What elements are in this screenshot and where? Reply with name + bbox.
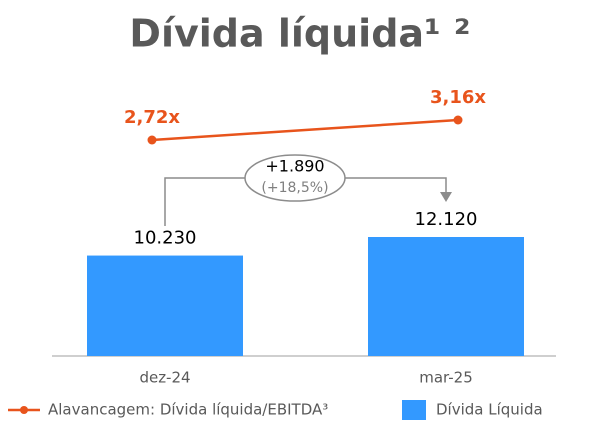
bar bbox=[87, 255, 243, 356]
legend-label: Dívida Líquida bbox=[436, 401, 543, 419]
legend-marker bbox=[20, 406, 28, 414]
line bbox=[151, 118, 459, 142]
change-bubble bbox=[244, 154, 346, 202]
change-pct-label: (+18,5%) bbox=[261, 180, 328, 196]
x-tick-label: dez-24 bbox=[139, 369, 190, 387]
line-value-label: 3,16x bbox=[430, 87, 486, 108]
connector bbox=[345, 177, 447, 196]
arrow-head bbox=[440, 192, 452, 202]
legend-swatch bbox=[402, 400, 426, 420]
bar-value-label: 12.120 bbox=[415, 209, 478, 230]
chart-title: Dívida líquida¹ ² bbox=[129, 12, 470, 56]
bar-value-label: 10.230 bbox=[134, 228, 197, 249]
connector bbox=[164, 177, 245, 226]
line-value-label: 2,72x bbox=[124, 107, 180, 128]
bar bbox=[368, 237, 524, 356]
change-label: +1.890 bbox=[265, 157, 324, 176]
x-tick-label: mar-25 bbox=[419, 369, 473, 387]
legend-label: Alavancagem: Dívida líquida/EBITDA³ bbox=[48, 401, 328, 419]
line-marker bbox=[453, 115, 463, 125]
line-marker bbox=[147, 135, 157, 145]
